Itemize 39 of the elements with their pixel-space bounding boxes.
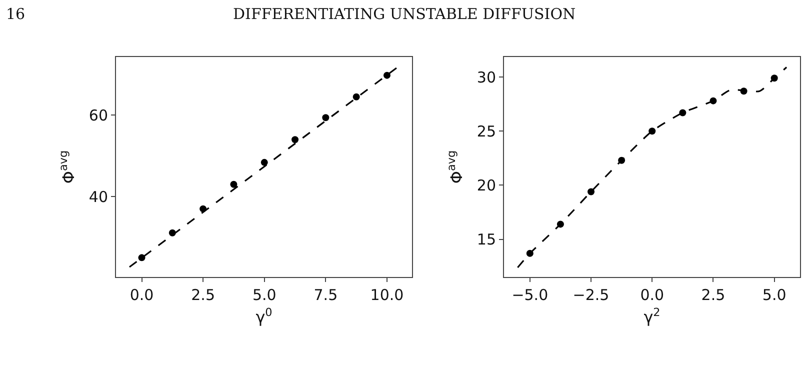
x-tick-label: −2.5	[572, 286, 610, 304]
y-tick-label: 40	[88, 188, 108, 206]
point	[260, 158, 268, 166]
x-tick-label: 0.0	[130, 286, 154, 304]
point	[292, 136, 299, 144]
x-tick-label: 7.5	[314, 286, 338, 304]
point	[200, 205, 207, 212]
point	[138, 254, 146, 262]
point	[352, 93, 360, 100]
line-series	[516, 66, 788, 268]
x-axis-title: γ$^{0}$	[256, 306, 272, 327]
x-tick-label: 10.0	[370, 286, 404, 304]
x-tick-label: 2.5	[701, 286, 726, 304]
point	[618, 156, 626, 164]
x-tick-label: −5.0	[512, 286, 548, 304]
point	[770, 74, 778, 82]
point	[740, 88, 748, 95]
point	[648, 128, 656, 135]
text: 16	[6, 5, 26, 23]
y-tick-label: 30	[476, 68, 496, 86]
x-tick-label: 0.0	[640, 286, 664, 304]
y-tick-label: 20	[476, 176, 496, 194]
y-tick-label: 15	[476, 230, 496, 249]
point	[322, 114, 330, 122]
point	[526, 250, 534, 257]
point	[168, 229, 176, 236]
point	[383, 72, 390, 79]
y-tick-label: 60	[88, 106, 108, 124]
point	[588, 188, 595, 196]
x-tick-label: 5.0	[762, 286, 786, 304]
x-axis-title: γ$^{2}$	[644, 306, 660, 327]
point	[556, 220, 564, 228]
point	[710, 97, 717, 104]
x-tick-label: 5.0	[252, 286, 276, 304]
x-tick-label: 2.5	[191, 286, 215, 304]
y-tick-label: 25	[476, 122, 496, 140]
text: DIFFERENTIATING UNSTABLE DIFFUSION	[233, 5, 576, 23]
point	[679, 109, 686, 116]
point	[230, 180, 238, 188]
